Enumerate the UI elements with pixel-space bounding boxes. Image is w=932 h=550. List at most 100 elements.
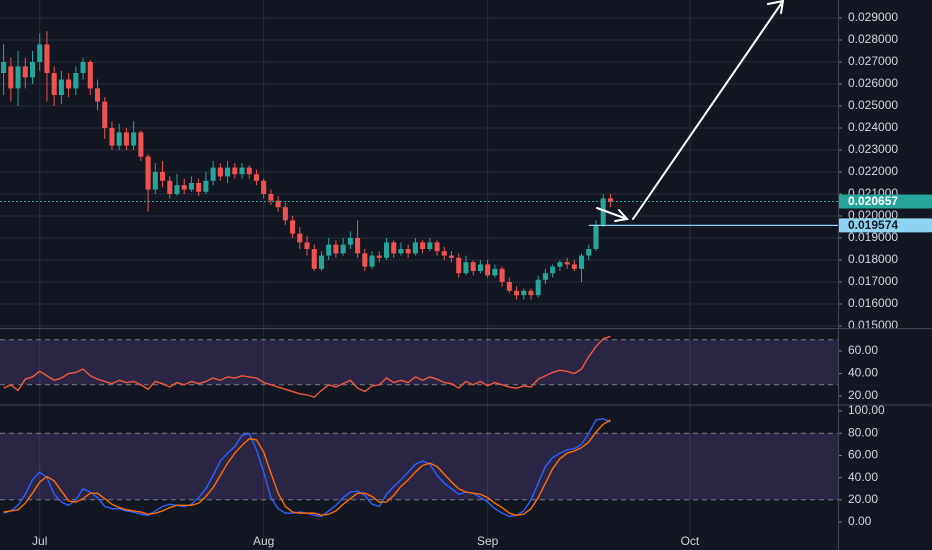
y-tick-label: 0.025000 <box>848 98 898 112</box>
candle-body <box>232 167 238 175</box>
candle-body <box>290 220 296 234</box>
y-tick-label: 40.00 <box>848 470 878 484</box>
drawing-arrows <box>596 0 785 222</box>
x-tick-label: Aug <box>253 534 274 548</box>
y-tick-label: 100.00 <box>848 403 885 417</box>
candle-body <box>579 255 585 269</box>
candle-body <box>420 242 426 249</box>
y-tick-label: 20.00 <box>848 492 878 506</box>
candle-body <box>268 193 274 201</box>
indicator-line <box>3 335 611 398</box>
candle-body <box>535 279 541 296</box>
candle-body <box>116 132 122 146</box>
x-tick-label: Sep <box>477 534 499 548</box>
candle-body <box>94 88 101 102</box>
candle-body <box>297 233 303 243</box>
candle-body <box>15 66 21 89</box>
y-tick-label: 40.00 <box>848 366 878 380</box>
candle-body <box>470 262 476 271</box>
candle-body <box>29 61 36 78</box>
candle-body <box>434 242 440 252</box>
candle-body <box>123 132 129 146</box>
candle-body <box>152 171 158 190</box>
candle-body <box>557 262 563 267</box>
candle-body <box>131 132 137 146</box>
candle-body <box>485 264 491 276</box>
candle-body <box>225 167 231 177</box>
candle-body <box>145 156 151 190</box>
candle-body <box>448 255 455 258</box>
candle-body <box>506 281 512 291</box>
candle-body <box>160 171 166 181</box>
y-tick-label: 60.00 <box>848 448 878 462</box>
y-tick-label: 0.018000 <box>848 252 898 266</box>
arrow-head <box>767 0 785 14</box>
y-tick-label: 0.028000 <box>848 32 898 46</box>
candle-body <box>528 290 534 296</box>
price-label: 0.020657 <box>848 194 898 208</box>
candle-body <box>550 266 556 274</box>
candle-body <box>521 290 527 296</box>
band-fill <box>0 433 838 500</box>
candle-body <box>376 255 382 258</box>
candle-body <box>87 61 93 89</box>
candle-body <box>102 101 108 128</box>
candle-body <box>405 248 411 254</box>
candle-body <box>51 72 57 95</box>
candle-body <box>333 244 339 254</box>
y-tick-label: 0.027000 <box>848 54 898 68</box>
candle-body <box>412 242 418 254</box>
candle-body <box>383 242 390 258</box>
candle-body <box>203 180 209 192</box>
candle-body <box>311 248 317 269</box>
y-tick-label: 20.00 <box>848 388 878 402</box>
candle-body <box>210 167 216 181</box>
candle-body <box>22 66 28 78</box>
candle-body <box>477 264 483 271</box>
candle-body <box>564 262 570 265</box>
candle-body <box>463 262 469 274</box>
candle-body <box>217 167 223 177</box>
candle-body <box>542 273 548 280</box>
x-tick-label: Jul <box>32 534 47 548</box>
y-tick-label: 0.024000 <box>848 120 898 134</box>
candle-body <box>586 248 592 256</box>
candle-body <box>37 44 43 62</box>
candle-body <box>261 180 267 194</box>
candle-body <box>282 207 288 221</box>
candle-body <box>181 185 187 190</box>
candle-body <box>513 290 520 296</box>
price-label-bg <box>839 194 932 209</box>
candle-body <box>44 44 50 73</box>
arrow-head <box>614 209 629 222</box>
candle-body <box>174 185 180 194</box>
price-label: 0.019574 <box>848 218 898 232</box>
x-tick-label: Oct <box>681 534 700 548</box>
candle-body <box>398 248 404 254</box>
candle-body <box>80 61 86 73</box>
candle-body <box>138 132 144 157</box>
candle-body <box>58 79 64 95</box>
candle-body <box>304 242 310 249</box>
candle-body <box>66 79 72 89</box>
candle-body <box>340 244 346 254</box>
y-tick-label: 0.017000 <box>848 274 898 288</box>
candle-body <box>492 268 498 276</box>
candle-body <box>607 198 613 202</box>
candle-body <box>355 237 361 254</box>
axis-background <box>838 0 932 550</box>
candle-body <box>318 255 325 269</box>
y-tick-label: 0.00 <box>848 514 872 528</box>
candle-body <box>593 224 599 249</box>
candle-body <box>1 61 7 73</box>
indicator-line <box>3 419 611 517</box>
candle-body <box>571 264 577 269</box>
y-tick-label: 0.026000 <box>848 76 898 90</box>
candle-body <box>499 268 505 282</box>
candle-body <box>196 182 202 192</box>
y-tick-label: 0.019000 <box>848 230 898 244</box>
y-tick-label: 0.023000 <box>848 142 898 156</box>
